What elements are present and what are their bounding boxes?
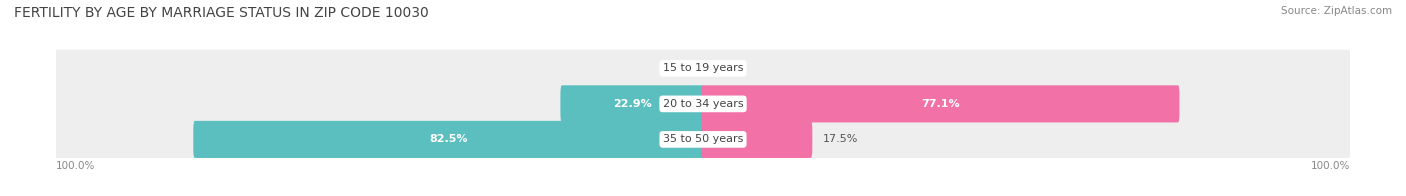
Text: 15 to 19 years: 15 to 19 years xyxy=(662,63,744,73)
FancyBboxPatch shape xyxy=(193,121,704,158)
FancyBboxPatch shape xyxy=(702,85,1180,122)
Text: 0.0%: 0.0% xyxy=(716,63,744,73)
Text: Source: ZipAtlas.com: Source: ZipAtlas.com xyxy=(1281,6,1392,16)
Text: 20 to 34 years: 20 to 34 years xyxy=(662,99,744,109)
Text: 82.5%: 82.5% xyxy=(430,134,468,144)
Text: 22.9%: 22.9% xyxy=(613,99,652,109)
FancyBboxPatch shape xyxy=(55,50,1351,87)
FancyBboxPatch shape xyxy=(561,85,704,122)
FancyBboxPatch shape xyxy=(55,85,1351,122)
FancyBboxPatch shape xyxy=(55,121,1351,158)
Text: 100.0%: 100.0% xyxy=(1310,162,1350,172)
Text: 100.0%: 100.0% xyxy=(56,162,96,172)
FancyBboxPatch shape xyxy=(702,121,813,158)
Text: 17.5%: 17.5% xyxy=(823,134,859,144)
Text: 0.0%: 0.0% xyxy=(662,63,690,73)
Text: 77.1%: 77.1% xyxy=(921,99,960,109)
Text: 35 to 50 years: 35 to 50 years xyxy=(662,134,744,144)
Text: FERTILITY BY AGE BY MARRIAGE STATUS IN ZIP CODE 10030: FERTILITY BY AGE BY MARRIAGE STATUS IN Z… xyxy=(14,6,429,20)
